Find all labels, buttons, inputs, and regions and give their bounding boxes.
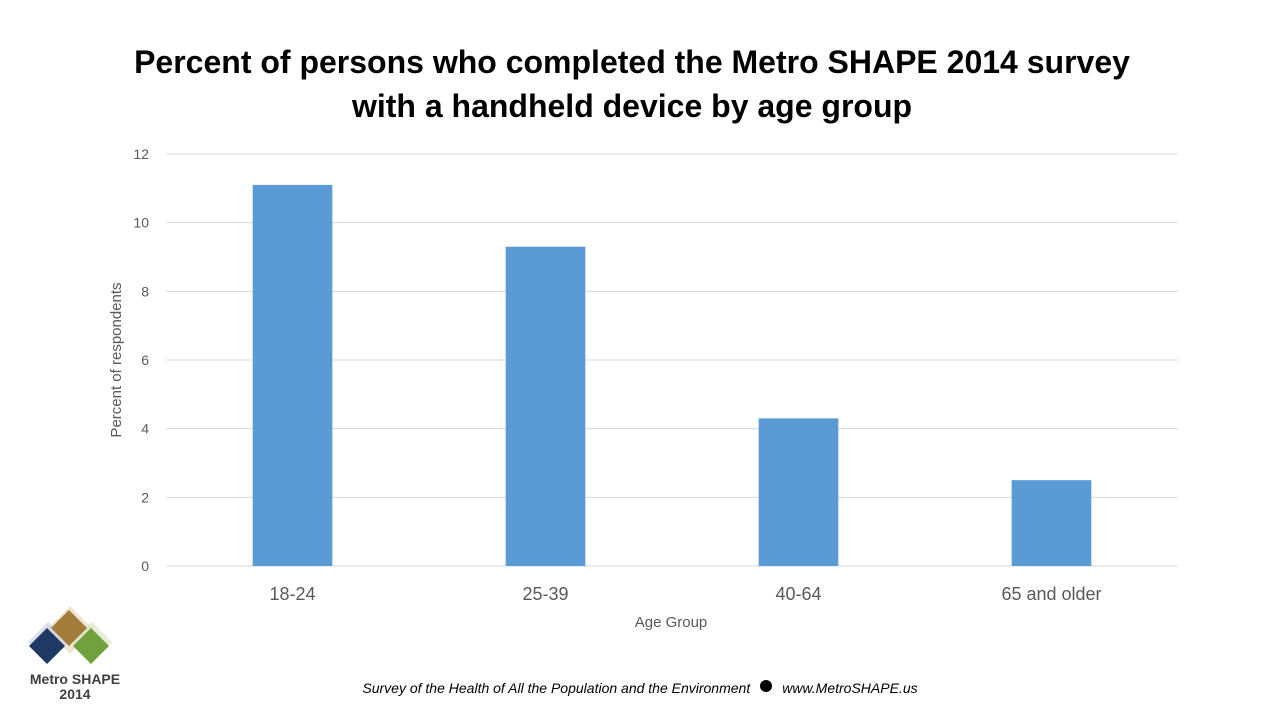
bar-25-39 xyxy=(505,246,586,566)
logo-text: Metro SHAPE 2014 xyxy=(20,672,130,702)
x-category-label: 18-24 xyxy=(269,584,315,604)
y-tick-label: 6 xyxy=(141,352,149,368)
x-category-label: 40-64 xyxy=(775,584,821,604)
bar-18-24 xyxy=(252,184,333,566)
x-category-label: 25-39 xyxy=(522,584,568,604)
y-tick-label: 0 xyxy=(141,558,149,574)
bar-65-and-older xyxy=(1011,480,1092,566)
logo-line2: 2014 xyxy=(59,686,91,702)
footer: Survey of the Health of All the Populati… xyxy=(0,680,1280,696)
y-axis-title: Percent of respondents xyxy=(108,282,125,437)
x-category-labels: 18-24 25-39 40-64 65 and older xyxy=(269,584,1101,604)
y-tick-label: 8 xyxy=(141,283,149,299)
y-tick-labels: 0 2 4 6 8 10 12 xyxy=(133,146,149,574)
footer-url: www.MetroSHAPE.us xyxy=(782,680,918,696)
bar-40-64 xyxy=(758,418,839,566)
y-tick-label: 4 xyxy=(141,421,149,437)
y-tick-label: 12 xyxy=(133,146,149,162)
bullet-icon xyxy=(760,680,773,692)
diamond-logo-icon xyxy=(28,606,112,664)
logo-line1: Metro SHAPE xyxy=(29,671,121,687)
bars xyxy=(252,184,1092,566)
y-tick-label: 10 xyxy=(133,215,149,231)
x-axis-title: Age Group xyxy=(635,614,708,631)
x-category-label: 65 and older xyxy=(1001,584,1101,604)
gridlines xyxy=(166,153,1178,567)
chart-title-line1: Percent of persons who completed the Met… xyxy=(134,44,1130,80)
chart-title-line2: with a handheld device by age group xyxy=(351,88,913,124)
y-tick-label: 2 xyxy=(141,489,149,505)
chart-title: Percent of persons who completed the Met… xyxy=(0,40,1264,128)
footer-text: Survey of the Health of All the Populati… xyxy=(362,680,751,696)
metro-shape-logo: Metro SHAPE 2014 xyxy=(20,600,130,710)
